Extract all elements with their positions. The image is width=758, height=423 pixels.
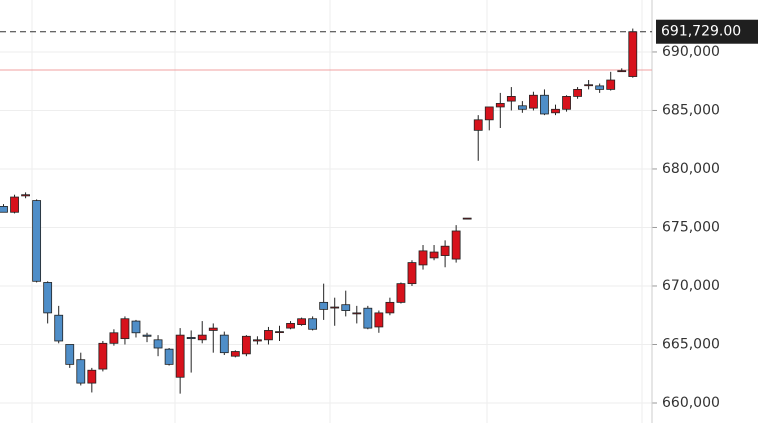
candle-body <box>142 334 152 337</box>
candle-body <box>186 337 196 340</box>
candle-body <box>164 348 174 365</box>
candle-body <box>264 330 273 341</box>
candle-body <box>429 251 439 259</box>
candle-body <box>385 301 395 314</box>
candle-body <box>617 70 627 73</box>
candle-body <box>418 250 428 266</box>
candle-body <box>76 359 86 384</box>
candle-body <box>584 84 594 87</box>
y-tick-label: 680,000 <box>662 161 720 177</box>
candle-body <box>286 323 295 329</box>
candle-body <box>506 96 516 102</box>
candle-body <box>517 105 527 110</box>
candle-body <box>484 106 494 121</box>
candle-body <box>573 88 582 97</box>
candle-body <box>10 196 19 213</box>
candle-body <box>297 318 306 325</box>
y-tick-label: 670,000 <box>662 278 720 294</box>
candle-body <box>341 304 351 311</box>
y-tick-label: 690,000 <box>662 44 720 60</box>
candle-body <box>606 79 616 90</box>
candle-body <box>440 245 450 256</box>
y-tick-label: 675,000 <box>662 219 720 235</box>
candle-body <box>462 217 472 220</box>
y-tick-label: 660,000 <box>662 395 720 411</box>
candle-body <box>374 312 384 328</box>
candle-body <box>628 31 638 77</box>
candle-body <box>529 94 538 109</box>
candle-body <box>208 327 218 331</box>
candle-body <box>241 335 251 355</box>
candle-body <box>308 318 318 330</box>
candle-body <box>32 200 42 282</box>
candle-body <box>319 301 329 310</box>
candle-body <box>153 339 163 349</box>
candle-body <box>595 85 605 90</box>
candle-body <box>363 307 373 329</box>
candle-body <box>473 119 483 131</box>
candle-body <box>197 334 207 341</box>
candle-body <box>451 230 461 260</box>
candle-body <box>87 369 97 384</box>
candle-body <box>230 351 240 357</box>
candle-body <box>495 103 505 108</box>
candle-body <box>65 344 75 365</box>
candle-body <box>219 334 229 354</box>
candle-body <box>43 282 53 314</box>
candle-body <box>131 320 141 334</box>
candle-body <box>330 306 340 309</box>
candle-body <box>0 206 8 213</box>
candle-body <box>275 331 284 334</box>
candle-body <box>352 312 362 315</box>
candle-body <box>175 334 185 378</box>
candle-body <box>407 262 417 285</box>
y-tick-label: 665,000 <box>662 336 720 352</box>
candle-body <box>54 314 64 342</box>
candle-body <box>253 339 262 342</box>
candle-body <box>540 94 549 115</box>
candle-body <box>109 332 119 344</box>
candle-body <box>120 318 130 340</box>
candle-body <box>396 283 406 303</box>
candle-body <box>21 194 30 197</box>
last-price-label: 691,729.00 <box>661 24 741 40</box>
candle-body <box>562 96 571 110</box>
last-price-box <box>656 19 758 44</box>
candle-body <box>551 108 560 114</box>
candle-body <box>98 342 108 370</box>
y-tick-label: 685,000 <box>662 102 720 118</box>
